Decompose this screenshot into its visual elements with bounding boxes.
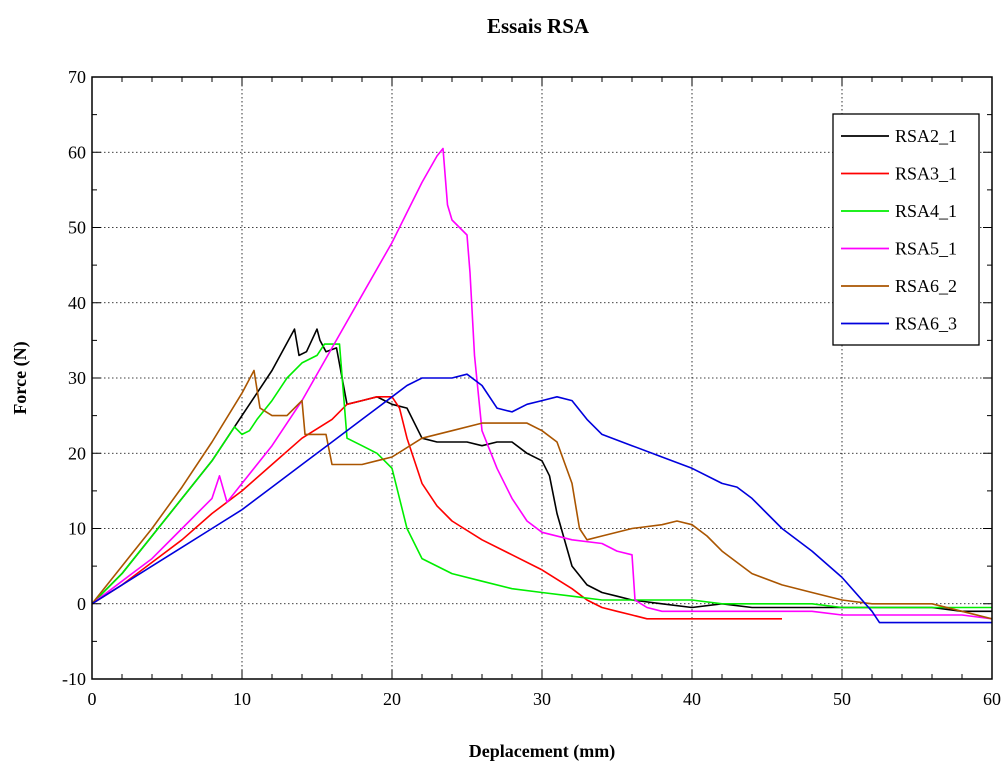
- x-tick-label: 20: [383, 689, 401, 709]
- legend-label: RSA5_1: [895, 239, 957, 259]
- legend-label: RSA3_1: [895, 164, 957, 184]
- x-tick-label: 30: [533, 689, 551, 709]
- legend-label: RSA6_2: [895, 276, 957, 296]
- y-axis-title: Force (N): [10, 341, 31, 414]
- series-line-rsa5-1: [92, 147, 992, 620]
- y-tick-label: -10: [62, 669, 86, 689]
- series-line-rsa2-1: [92, 328, 992, 613]
- y-tick-label: 20: [68, 443, 86, 463]
- y-tick-label: 30: [68, 368, 86, 388]
- y-tick-label: 40: [68, 293, 86, 313]
- series-line-rsa6-3: [92, 373, 992, 624]
- y-tick-label: 0: [77, 594, 86, 614]
- x-axis-title: Deplacement (mm): [469, 741, 615, 762]
- y-tick-label: 50: [68, 218, 86, 238]
- legend-label: RSA2_1: [895, 126, 957, 146]
- legend-label: RSA4_1: [895, 201, 957, 221]
- series-line-rsa3-1: [92, 395, 782, 620]
- y-tick-label: 70: [68, 67, 86, 87]
- x-tick-label: 50: [833, 689, 851, 709]
- y-tick-label: 60: [68, 142, 86, 162]
- x-tick-label: 40: [683, 689, 701, 709]
- grid-lines: [92, 77, 992, 679]
- legend-label: RSA6_3: [895, 314, 957, 334]
- x-tick-label: 0: [88, 689, 97, 709]
- x-tick-label: 60: [983, 689, 1001, 709]
- legend-box: [832, 113, 980, 346]
- legend: RSA2_1 RSA3_1 RSA4_1 RSA5_1 RSA6_2 RSA6_3: [832, 113, 980, 346]
- series-line-rsa6-2: [92, 369, 992, 620]
- chart-title: Essais RSA: [487, 14, 590, 38]
- y-tick-label: 10: [68, 519, 86, 539]
- x-tick-label: 10: [233, 689, 251, 709]
- series-layer: [92, 147, 992, 624]
- axis-ticks: [91, 76, 993, 680]
- series-line-rsa4-1: [92, 343, 992, 609]
